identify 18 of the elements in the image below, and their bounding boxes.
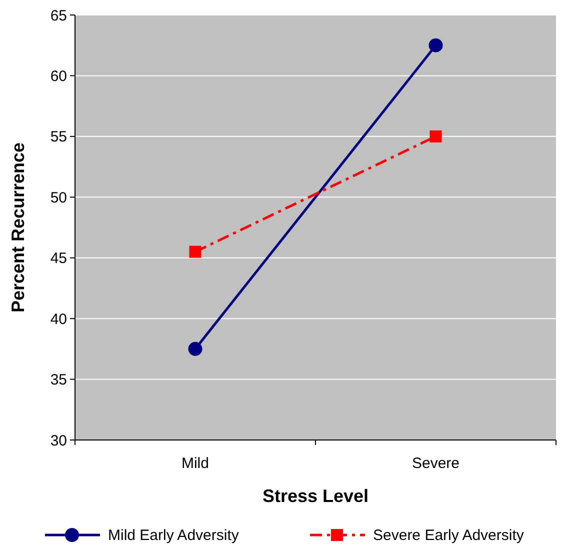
x-tick-label: Severe (412, 455, 460, 472)
y-tick-label: 35 (50, 372, 67, 389)
y-tick-label: 50 (50, 189, 67, 206)
y-tick-label: 45 (50, 250, 67, 268)
legend-label: Severe Early Adversity (373, 527, 524, 544)
y-axis-title: Percent Recurrence (8, 142, 28, 313)
y-tick-label: 55 (50, 128, 67, 146)
point (430, 130, 442, 142)
x-tick-label: Mild (181, 455, 210, 472)
x-axis-title: Stress Level (262, 486, 369, 506)
point (188, 342, 202, 356)
legend-label: Mild Early Adversity (108, 527, 240, 544)
point (428, 38, 443, 52)
y-tick-label: 65 (50, 7, 67, 24)
y-tick-label: 60 (50, 68, 67, 85)
y-tick-label: 30 (50, 432, 67, 450)
y-tick-label: 40 (50, 310, 67, 328)
point (189, 246, 202, 258)
